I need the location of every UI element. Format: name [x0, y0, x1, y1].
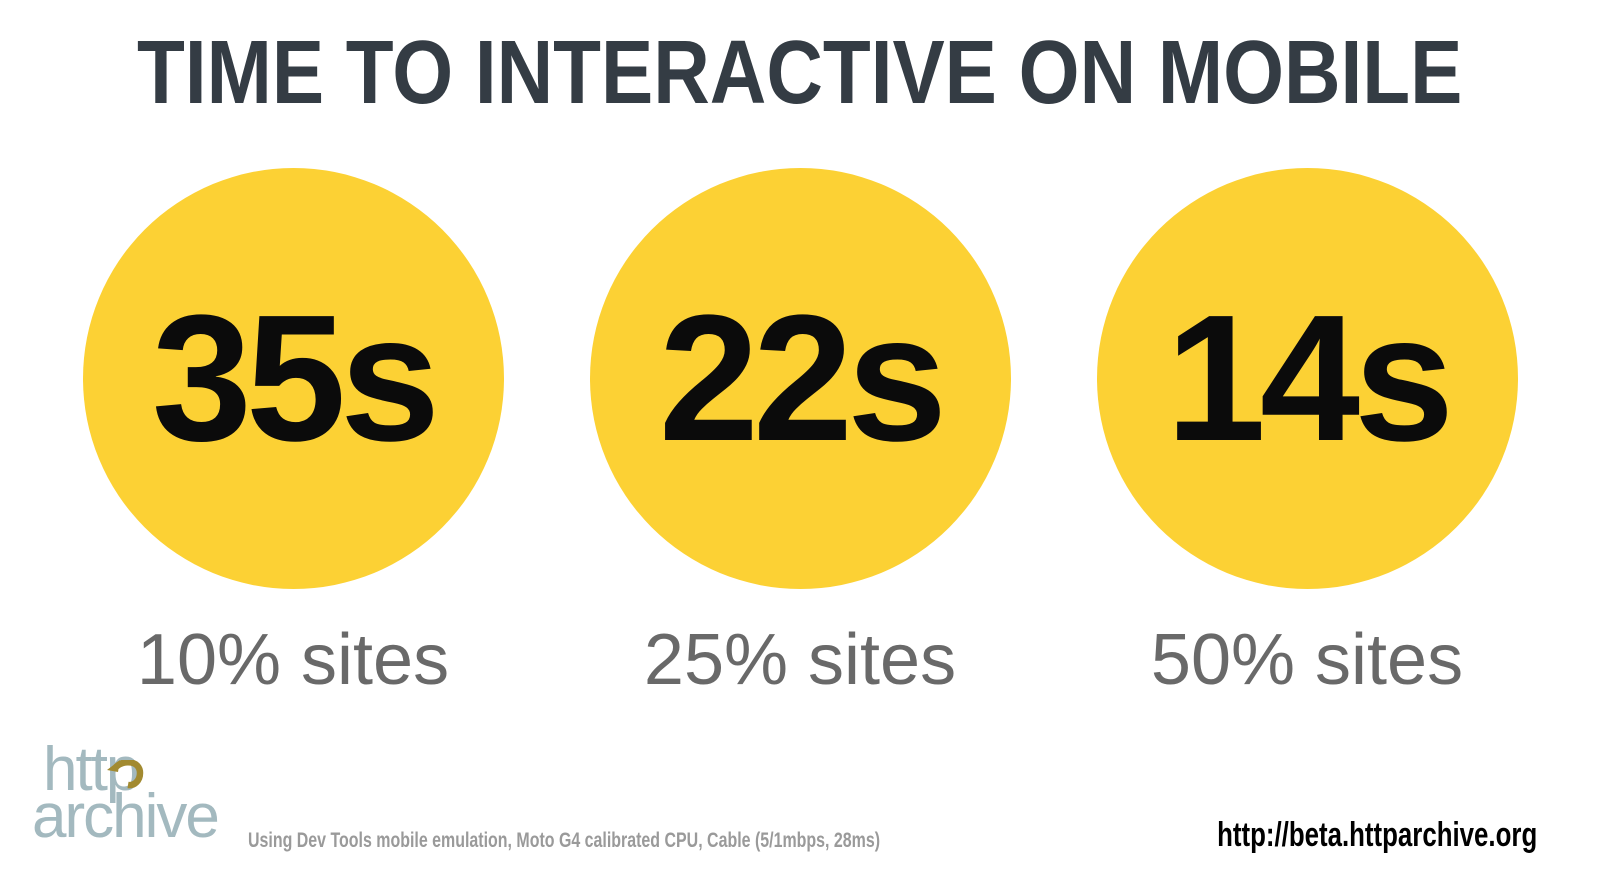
methodology-note: Using Dev Tools mobile emulation, Moto G… [248, 829, 881, 852]
metric-circle-p10: 35s [82, 168, 504, 589]
metric-column-p50: 14s 50% sites [1096, 168, 1518, 701]
metric-column-p10: 35s 10% sites [82, 168, 504, 701]
page-title: TIME TO INTERACTIVE ON MOBILE [0, 24, 1600, 123]
httparchive-logo: http archive [32, 735, 220, 848]
metric-time-value: 35s [151, 277, 440, 479]
metric-share-label: 50% sites [1150, 620, 1464, 700]
metric-circle-p50: 14s [1096, 168, 1518, 589]
logo-text-http: http [43, 735, 140, 804]
metric-time-value: 22s [658, 277, 947, 479]
page-title-text: TIME TO INTERACTIVE ON MOBILE [137, 23, 1463, 123]
metric-share-label: 10% sites [136, 620, 450, 700]
logo-arrow-icon [107, 760, 144, 789]
metric-circle-p25: 22s [589, 168, 1011, 589]
metric-time-value: 14s [1165, 277, 1454, 479]
logo-text-archive: archive [32, 782, 220, 851]
metric-share-label: 25% sites [643, 620, 957, 700]
site-url: http://beta.httparchive.org [1216, 816, 1537, 854]
metric-column-p25: 22s 25% sites [589, 168, 1011, 701]
metrics-row: 35s 10% sites 22s 25% sites 14s 50% site… [0, 168, 1600, 701]
